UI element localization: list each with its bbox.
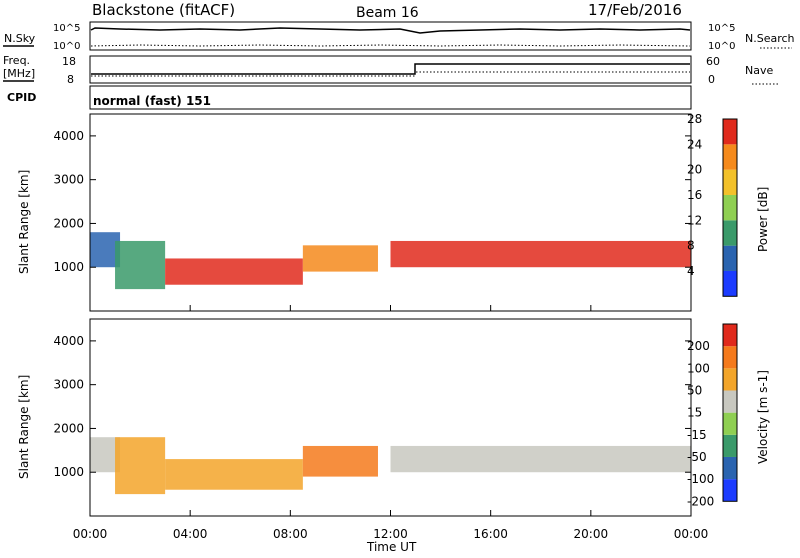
velocity-ytick-label-2: 3000 [53,378,84,392]
power-colorbar-swatch-5 [723,144,737,170]
noise-tick-bottom-left: 10^0 [53,41,80,52]
velocity-ytick-label-3: 4000 [53,334,84,348]
velocity-band-4 [390,445,691,473]
velocity-colorbar-tick-4: -15 [687,428,707,442]
power-band-2 [165,258,303,285]
power-band-1 [115,240,166,290]
power-band-4 [390,240,691,268]
nave-label: Nave [745,64,773,77]
freq-line [91,63,690,75]
power-colorbar-swatch-2 [723,220,737,246]
power-colorbar-swatch-4 [723,169,737,195]
date-title: 17/Feb/2016 [588,1,682,19]
velocity-colorbar-label: Velocity [m s-1] [756,370,770,464]
power-colorbar-tick-4: 20 [687,163,702,177]
velocity-colorbar-swatch-6 [723,346,737,369]
power-ytick-label-1: 2000 [53,216,84,230]
site-title: Blackstone (fitACF) [92,1,235,19]
power-colorbar-swatch-0 [723,270,737,297]
power-colorbar-label: Power [dB] [756,187,770,252]
x-axis-ticks: 00:00 04:00 08:00 12:00 16:00 20:00 00:00 [73,305,709,541]
velocity-colorbar-swatch-3 [723,412,737,435]
velocity-ytick-label-0: 1000 [53,465,84,479]
noise-right-label: N.Search [745,32,795,45]
power-colorbar-tick-6: 28 [687,112,702,126]
power-colorbar-tick-2: 12 [687,213,702,227]
velocity-colorbar-swatch-2 [723,434,737,457]
velocity-bands [90,437,691,495]
velocity-colorbar-swatch-0 [723,479,737,502]
freq-label-line1: Freq. [3,54,30,67]
velocity-y-ticks: 1000 2000 3000 4000 [53,334,691,479]
nave-line [91,71,690,77]
cpid-label: CPID [7,91,36,104]
power-ytick-label-0: 1000 [53,260,84,274]
power-colorbar-tick-5: 24 [687,137,702,151]
noise-tick-top-left: 10^5 [53,23,80,34]
power-colorbar-tick-3: 16 [687,188,702,202]
power-y-ticks: 1000 2000 3000 4000 [53,129,691,274]
velocity-colorbar-tick-0: 200 [687,339,710,353]
velocity-band-1 [115,437,166,495]
x-tick-label-0: 00:00 [73,527,108,541]
noise-tick-top-right: 10^5 [708,23,735,34]
power-bands [90,232,691,290]
power-ytick-label-3: 4000 [53,129,84,143]
x-tick-label-1: 04:00 [173,527,208,541]
power-ylabel: Slant Range [km] [17,170,31,274]
power-colorbar-swatch-6 [723,119,737,145]
power-ytick-label-2: 3000 [53,173,84,187]
freq-label-line2: [MHz] [3,67,35,80]
power-colorbar: 4 8 12 16 20 24 28 [687,112,738,297]
velocity-colorbar-tick-5: -50 [687,450,707,464]
power-colorbar-tick-0: 4 [687,264,695,278]
freq-panel [89,55,692,84]
power-colorbar-swatch-3 [723,194,737,221]
x-tick-label-2: 08:00 [273,527,308,541]
noise-sky-line [90,27,691,34]
velocity-colorbar-swatch-5 [723,368,737,391]
freq-tick-bottom: 8 [67,73,74,86]
velocity-colorbar-swatch-4 [723,390,737,413]
power-colorbar-tick-1: 8 [687,239,695,253]
power-band-3 [302,245,378,272]
velocity-colorbar-tick-7: -200 [687,494,714,508]
noise-tick-bottom-right: 10^0 [708,41,735,52]
noise-left-label: N.Sky [4,32,36,45]
noise-search-line [90,44,691,47]
velocity-colorbar-swatch-1 [723,456,737,480]
velocity-band-3 [302,445,378,477]
power-panel: 1000 2000 3000 4000 [53,113,692,312]
nave-tick-bottom: 0 [708,73,715,86]
velocity-colorbar-swatch-7 [723,324,737,347]
velocity-colorbar-tick-6: -100 [687,472,714,486]
velocity-colorbar-tick-3: 15 [687,406,702,420]
nave-tick-top: 60 [706,55,720,68]
cpid-value: normal (fast) 151 [93,94,211,108]
freq-tick-top: 18 [62,55,76,68]
x-tick-label-4: 16:00 [473,527,508,541]
cpid-panel [89,85,692,110]
power-colorbar-swatch-1 [723,245,737,271]
beam-title: Beam 16 [356,5,419,21]
x-tick-label-5: 20:00 [574,527,609,541]
velocity-panel: 1000 2000 3000 4000 [53,318,692,517]
velocity-colorbar-frame [722,323,738,502]
power-colorbar-frame [722,118,738,297]
velocity-ylabel: Slant Range [km] [17,375,31,479]
velocity-ytick-label-1: 2000 [53,421,84,435]
x-tick-label-3: 12:00 [373,527,408,541]
x-tick-label-6: 00:00 [674,527,709,541]
velocity-colorbar-tick-1: 100 [687,361,710,375]
noise-panel [89,21,692,51]
velocity-colorbar-tick-2: 50 [687,383,702,397]
velocity-band-2 [165,459,303,490]
x-axis-label: Time UT [366,540,417,554]
velocity-colorbar: 200 100 50 15 -15 -50 -100 -200 [687,323,738,508]
